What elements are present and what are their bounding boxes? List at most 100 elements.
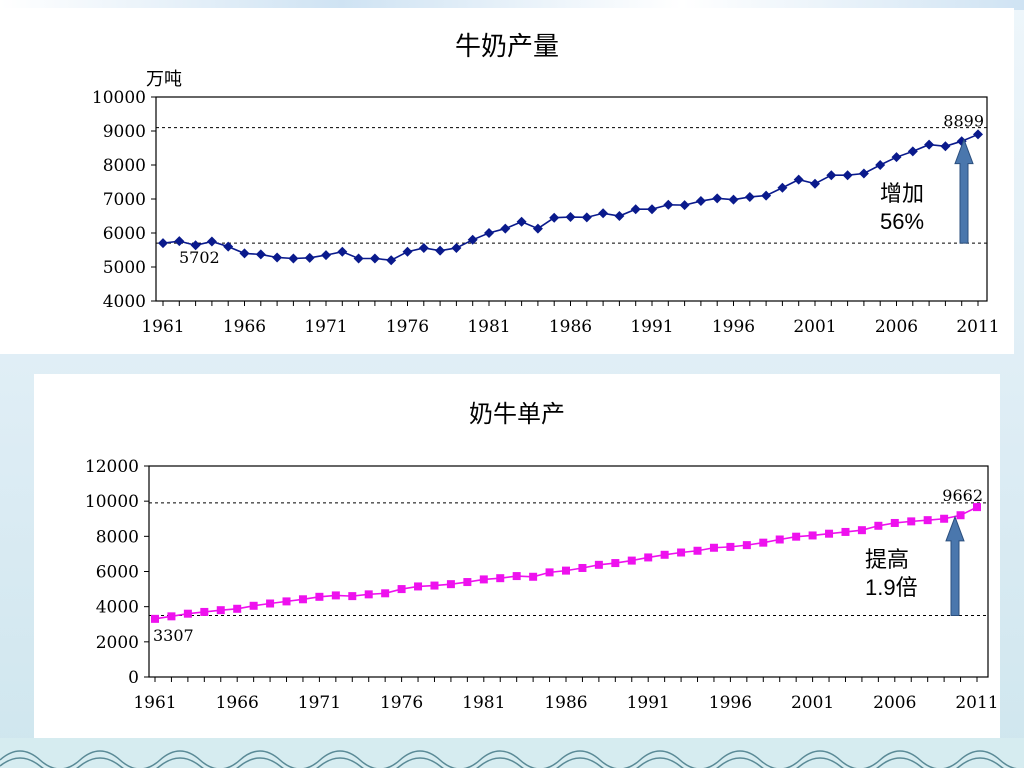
- data-point: [744, 191, 755, 202]
- data-point: [578, 563, 587, 572]
- annotation-line1: 增加: [880, 181, 925, 206]
- data-point: [660, 550, 669, 559]
- data-point: [614, 211, 625, 221]
- data-point: [337, 246, 348, 257]
- x-tick-label: 2001: [791, 693, 834, 713]
- data-point: [677, 548, 686, 557]
- annotation-line2: 1.9倍: [865, 575, 918, 600]
- data-point: [793, 174, 804, 185]
- data-point: [418, 242, 429, 253]
- x-tick-label: 2006: [875, 317, 918, 337]
- data-point: [239, 248, 250, 259]
- x-tick-label: 1986: [544, 693, 587, 713]
- data-point: [663, 199, 674, 210]
- data-point: [348, 592, 357, 601]
- data-point: [611, 559, 620, 568]
- annotation-line2: 56%: [880, 209, 925, 234]
- data-point: [825, 529, 834, 538]
- data-point: [842, 170, 853, 181]
- x-tick-label: 1981: [467, 317, 510, 337]
- growth-arrow: [954, 138, 974, 244]
- data-point: [446, 580, 455, 589]
- y-tick-label: 4000: [96, 598, 139, 618]
- x-tick-label: 2011: [956, 317, 999, 337]
- data-point: [321, 250, 331, 261]
- data-point: [500, 223, 511, 234]
- data-point: [151, 614, 159, 623]
- data-point: [627, 556, 636, 565]
- data-point: [858, 168, 869, 179]
- y-axis-label: 万吨: [146, 69, 182, 90]
- data-point: [759, 538, 768, 547]
- data-point: [924, 139, 935, 150]
- x-tick-label: 1981: [462, 693, 505, 713]
- data-point: [463, 578, 472, 587]
- data-point: [777, 182, 788, 193]
- data-point: [397, 585, 406, 594]
- data-point: [810, 178, 820, 189]
- data-point: [402, 246, 413, 257]
- y-tick-label: 12000: [85, 457, 139, 477]
- data-point: [826, 170, 837, 181]
- data-point: [792, 532, 801, 541]
- data-point: [516, 216, 527, 227]
- x-tick-label: 1971: [304, 317, 347, 337]
- data-point: [200, 607, 209, 616]
- y-tick-label: 0: [128, 668, 139, 688]
- y-tick-label: 10000: [92, 88, 146, 108]
- data-point: [266, 599, 275, 608]
- data-point: [940, 141, 951, 152]
- data-point: [529, 572, 538, 581]
- x-tick-label: 2001: [793, 317, 836, 337]
- data-point: [364, 590, 373, 599]
- data-point: [223, 241, 234, 252]
- x-tick-label: 1971: [298, 693, 341, 713]
- y-tick-label: 6000: [96, 563, 139, 583]
- data-point: [693, 546, 702, 555]
- data-point: [298, 595, 307, 604]
- data-point: [647, 204, 657, 215]
- y-tick-label: 6000: [103, 224, 146, 244]
- data-point: [167, 612, 176, 621]
- x-tick-label: 1991: [627, 693, 670, 713]
- chart-panel-milk-production: 牛奶产量 4000 5000 6000 7000 8000 9000 10000 1961 19…: [0, 8, 1014, 354]
- data-point: [233, 604, 242, 613]
- data-point: [353, 253, 364, 264]
- x-tick-label: 1961: [133, 693, 176, 713]
- data-point: [183, 609, 192, 618]
- data-point: [581, 212, 592, 223]
- y-tick-label: 9000: [103, 122, 146, 142]
- top-decorative-band: [0, 0, 1024, 10]
- data-point: [381, 589, 390, 598]
- x-tick-label: 1966: [216, 693, 259, 713]
- data-point: [630, 204, 641, 215]
- data-point: [695, 196, 706, 207]
- decorative-wave-border: [0, 738, 1024, 768]
- data-point: [282, 597, 291, 606]
- annotation-line1: 提高: [865, 547, 910, 572]
- data-point: [479, 575, 488, 584]
- data-point: [973, 129, 983, 140]
- series-line: [154, 506, 978, 620]
- y-tick-label: 7000: [103, 190, 146, 210]
- y-tick-label: 10000: [85, 492, 139, 512]
- x-tick-label: 1966: [223, 317, 266, 337]
- data-point: [304, 252, 315, 263]
- data-point: [594, 560, 603, 569]
- x-tick-label: 1986: [549, 317, 592, 337]
- data-point: [512, 572, 521, 581]
- data-point: [545, 568, 554, 577]
- data-point: [891, 152, 902, 163]
- data-point: [414, 582, 423, 591]
- start-value-label: 3307: [153, 626, 194, 645]
- y-tick-label: 8000: [103, 156, 146, 176]
- data-point: [562, 566, 570, 575]
- y-tick-label: 5000: [103, 258, 146, 278]
- data-point: [775, 535, 784, 544]
- y-tick-label: 8000: [96, 527, 139, 547]
- growth-arrow: [945, 515, 965, 616]
- data-point: [841, 527, 850, 536]
- data-point: [467, 234, 478, 245]
- data-point: [386, 255, 397, 266]
- data-point: [206, 236, 217, 247]
